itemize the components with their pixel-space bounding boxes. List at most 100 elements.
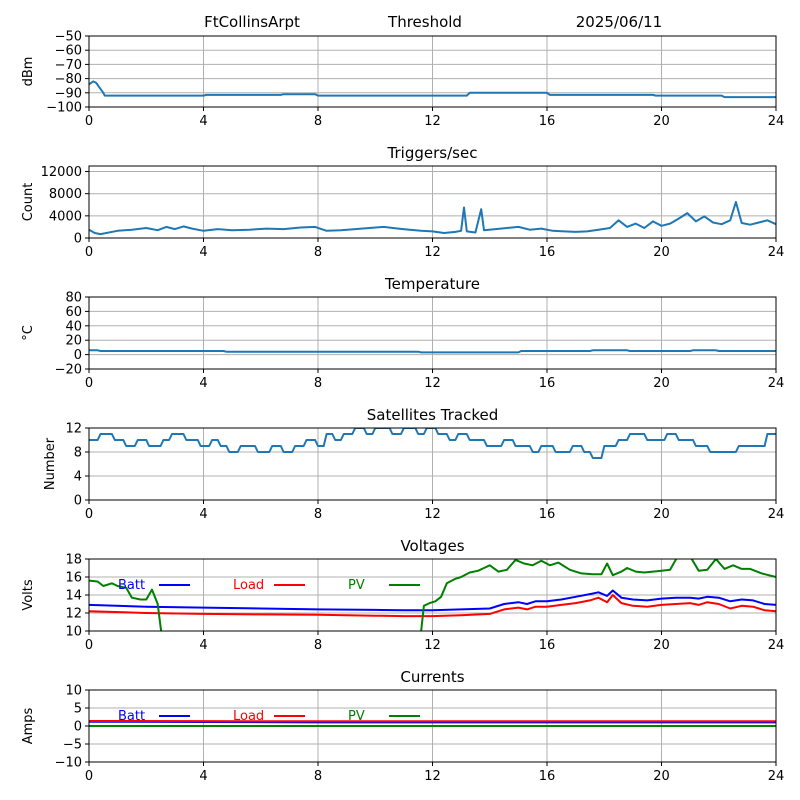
chart-title: Temperature bbox=[384, 275, 480, 293]
x-tick-label: 4 bbox=[199, 376, 207, 391]
legend-label-pv: PV bbox=[348, 709, 365, 724]
chart-title: Voltages bbox=[400, 537, 464, 555]
x-tick-label: 0 bbox=[85, 245, 93, 260]
x-tick-label: 16 bbox=[539, 507, 556, 522]
y-tick-label: 20 bbox=[65, 334, 82, 349]
series-line-trace0 bbox=[89, 80, 776, 99]
legend-label-pv: PV bbox=[348, 578, 365, 593]
x-tick-label: 12 bbox=[424, 638, 441, 653]
header-date: 2025/06/11 bbox=[576, 13, 662, 31]
y-axis-label: dBm bbox=[21, 57, 36, 87]
chart-panel-satellites: 0 4 8 12 16 20 24 0 4 8 12 Satellites Tracked Number bbox=[43, 406, 784, 522]
x-tick-label: 4 bbox=[199, 507, 207, 522]
x-tick-label: 12 bbox=[424, 769, 441, 784]
x-tick-label: 16 bbox=[539, 769, 556, 784]
x-tick-label: 24 bbox=[768, 769, 785, 784]
y-tick-label: 8 bbox=[74, 446, 82, 461]
x-tick-label: 16 bbox=[539, 376, 556, 391]
legend-label-load: Load bbox=[233, 578, 264, 593]
y-tick-label: 14 bbox=[65, 589, 82, 604]
series-line-pv bbox=[89, 559, 776, 631]
legend-label-batt: Batt bbox=[118, 578, 145, 593]
x-tick-label: 24 bbox=[768, 376, 785, 391]
y-tick-label: 80 bbox=[65, 291, 82, 306]
x-tick-label: 8 bbox=[314, 507, 322, 522]
chart-panel-voltages: 0 4 8 12 16 20 24 10 12 14 16 18 Voltages Volts Batt Lo… bbox=[21, 537, 785, 653]
x-tick-label: 20 bbox=[653, 114, 670, 129]
y-tick-label: −80 bbox=[55, 72, 82, 87]
y-tick-label: 40 bbox=[65, 319, 82, 334]
y-tick-label: 12000 bbox=[41, 165, 82, 180]
x-tick-label: 0 bbox=[85, 376, 93, 391]
x-tick-label: 4 bbox=[199, 638, 207, 653]
x-tick-label: 24 bbox=[768, 114, 785, 129]
y-tick-label: −100 bbox=[46, 101, 82, 116]
x-tick-label: 20 bbox=[653, 769, 670, 784]
y-tick-label: 0 bbox=[74, 720, 82, 735]
y-tick-label: 8000 bbox=[49, 187, 82, 202]
y-axis-label: Volts bbox=[21, 579, 36, 611]
series-line-batt bbox=[89, 589, 776, 612]
chart-panel-threshold: 0 4 8 12 16 20 24 −100−90−80−70−60−50 dBm bbox=[21, 30, 784, 130]
y-tick-label: 4000 bbox=[49, 209, 82, 224]
x-tick-label: 12 bbox=[424, 245, 441, 260]
header-station: FtCollinsArpt bbox=[204, 13, 300, 31]
x-tick-label: 12 bbox=[424, 114, 441, 129]
header-mode: Threshold bbox=[387, 13, 462, 31]
y-tick-label: 5 bbox=[74, 702, 82, 717]
x-tick-label: 0 bbox=[85, 638, 93, 653]
y-tick-label: 4 bbox=[74, 470, 82, 485]
x-tick-label: 24 bbox=[768, 507, 785, 522]
x-tick-label: 4 bbox=[199, 769, 207, 784]
x-tick-label: 8 bbox=[314, 769, 322, 784]
chart-title: Satellites Tracked bbox=[367, 406, 498, 424]
chart-panel-currents: 0 4 8 12 16 20 24 −10 −5 0 5 10 Currents Amps Batt Load… bbox=[21, 668, 784, 784]
y-tick-label: −60 bbox=[55, 44, 82, 59]
y-axis-label: Amps bbox=[21, 707, 36, 744]
x-tick-label: 20 bbox=[653, 376, 670, 391]
x-tick-label: 12 bbox=[424, 376, 441, 391]
x-tick-label: 16 bbox=[539, 114, 556, 129]
x-tick-label: 20 bbox=[653, 245, 670, 260]
y-axis-label: °C bbox=[21, 325, 36, 341]
series-line-trace0 bbox=[89, 428, 776, 459]
y-tick-label: 0 bbox=[74, 348, 82, 363]
chart-title: Triggers/sec bbox=[387, 144, 478, 162]
x-tick-label: 16 bbox=[539, 245, 556, 260]
x-tick-label: 4 bbox=[199, 245, 207, 260]
y-tick-label: 10 bbox=[65, 684, 82, 699]
x-tick-label: 0 bbox=[85, 114, 93, 129]
y-tick-label: −10 bbox=[55, 756, 82, 771]
y-axis-label: Number bbox=[43, 437, 58, 490]
y-axis-label: Count bbox=[21, 183, 36, 222]
legend-label-batt: Batt bbox=[118, 709, 145, 724]
x-tick-label: 8 bbox=[314, 638, 322, 653]
x-tick-label: 4 bbox=[199, 114, 207, 129]
y-tick-label: −70 bbox=[55, 58, 82, 73]
x-tick-label: 24 bbox=[768, 245, 785, 260]
y-tick-label: −50 bbox=[55, 30, 82, 45]
x-tick-label: 8 bbox=[314, 114, 322, 129]
y-tick-label: 0 bbox=[74, 494, 82, 509]
x-tick-label: 8 bbox=[314, 376, 322, 391]
x-tick-label: 24 bbox=[768, 638, 785, 653]
series-line-trace0 bbox=[89, 201, 776, 236]
series-line-load bbox=[89, 594, 776, 618]
x-tick-label: 20 bbox=[653, 507, 670, 522]
x-tick-label: 8 bbox=[314, 245, 322, 260]
x-tick-label: 20 bbox=[653, 638, 670, 653]
y-tick-label: 10 bbox=[65, 625, 82, 640]
y-tick-label: 18 bbox=[65, 553, 82, 568]
series-line-trace0 bbox=[89, 349, 776, 354]
x-tick-label: 12 bbox=[424, 507, 441, 522]
y-tick-label: 12 bbox=[65, 422, 82, 437]
x-tick-label: 0 bbox=[85, 507, 93, 522]
y-tick-label: 16 bbox=[65, 571, 82, 586]
y-tick-label: −20 bbox=[55, 363, 82, 378]
y-tick-label: 60 bbox=[65, 305, 82, 320]
y-tick-label: −5 bbox=[63, 738, 82, 753]
x-tick-label: 0 bbox=[85, 769, 93, 784]
